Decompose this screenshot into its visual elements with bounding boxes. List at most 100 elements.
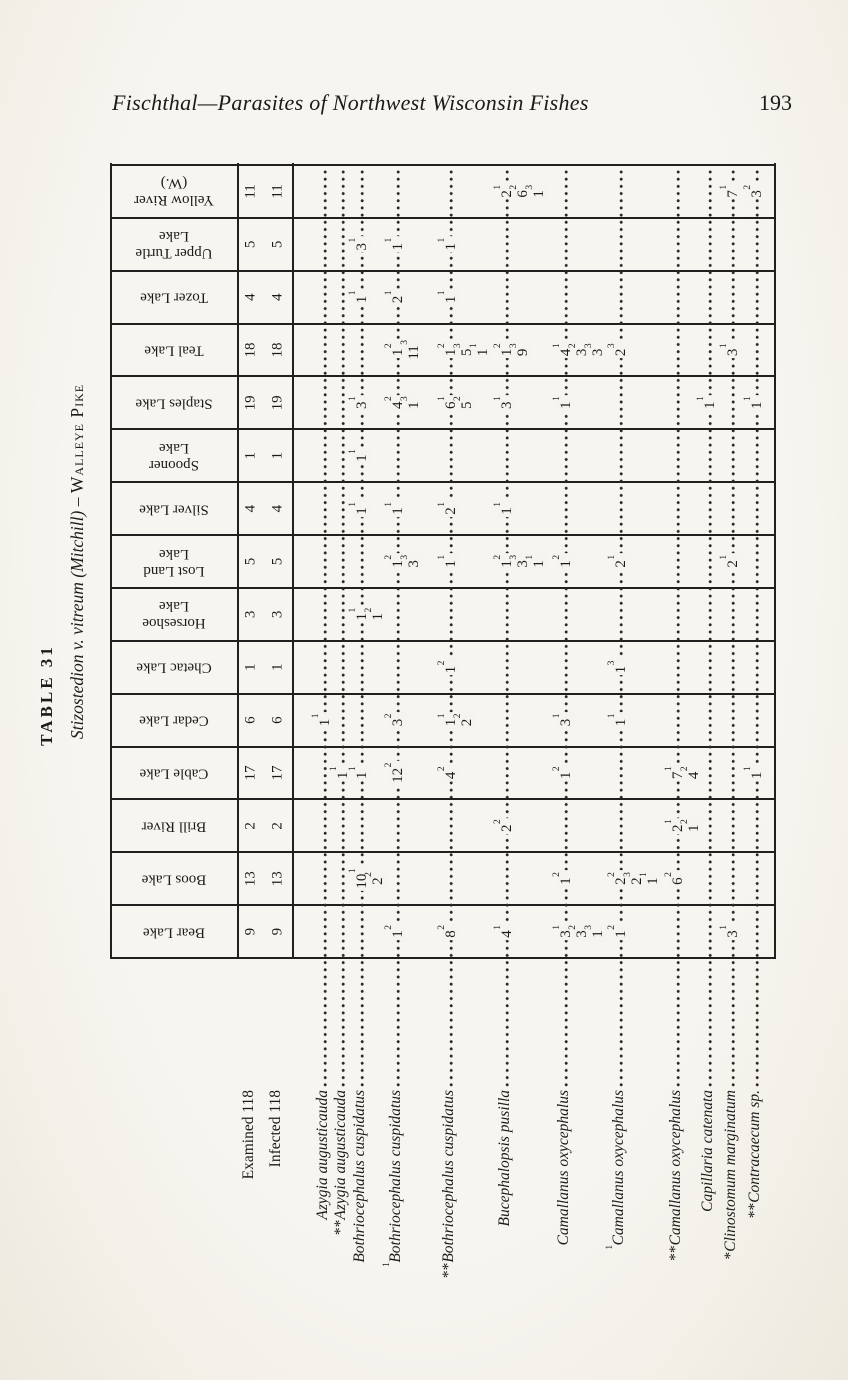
leader-dots <box>323 167 328 1087</box>
infected-count: 9 <box>269 927 286 936</box>
cell-value: 21 <box>437 500 460 517</box>
cell-value: 11 <box>311 711 334 729</box>
species-row-label: **Azygia augusticauda <box>332 1090 349 1236</box>
cell-value: 11 <box>743 394 766 412</box>
lake-name: Cedar Lake <box>139 712 209 729</box>
cell-value: 42 <box>680 764 703 782</box>
lake-name: Brill River <box>141 818 207 835</box>
lake-name: Tozer Lake <box>140 289 208 306</box>
table-title: TABLE 31 <box>37 644 56 746</box>
infected-count: 2 <box>269 822 286 830</box>
lake-header-cell: Spooner Lake <box>112 429 236 482</box>
species-row-label: **Bothriocephalus cuspidatus <box>440 1090 457 1279</box>
cell-value: 11 <box>348 447 371 464</box>
lake-header-cell: Silver Lake <box>112 482 236 535</box>
cell-value: 13 <box>607 659 630 676</box>
examined-row-label: Examined 118 <box>240 1090 257 1180</box>
species-row-label: **Camallanus oxycephalus <box>667 1090 684 1261</box>
cell-value: 33 <box>400 553 423 570</box>
lake-name: Horseshoe Lake <box>142 598 206 632</box>
lake-header-cell: Brill River <box>112 799 236 852</box>
lake-name: Bear Lake <box>142 923 206 940</box>
infected-count: 4 <box>269 504 286 513</box>
landscape-table: TABLE 31 Stizostedion v. vitreum (Mitchi… <box>35 163 795 1345</box>
cell-value: 32 <box>384 711 407 729</box>
cell-value: 22 <box>493 817 516 834</box>
examined-count: 5 <box>242 240 259 249</box>
lake-name: Cable Lake <box>139 765 209 782</box>
lake-name: Boos Lake <box>141 871 207 888</box>
cell-value: 32 <box>743 183 766 200</box>
page-number: 193 <box>759 90 792 115</box>
cell-value: 11 <box>437 289 460 306</box>
infected-count: 18 <box>269 342 286 358</box>
row-rule <box>774 163 776 958</box>
cell-value: 11 <box>384 500 407 517</box>
examined-count: 9 <box>242 927 259 936</box>
page-title: Fischthal—Parasites of Northwest Wiscons… <box>112 90 589 115</box>
running-head: Fischthal—Parasites of Northwest Wiscons… <box>112 90 792 116</box>
infected-count: 5 <box>269 557 286 566</box>
table-grid: Bear Lake 9 9 Boos Lake 13 13 Brill River 2 2 Cab… <box>110 163 790 1345</box>
lake-name: Upper Turtle Lake <box>135 228 213 262</box>
lake-header-cell: Cable Lake <box>112 747 236 800</box>
cell-value: 93 <box>509 341 532 359</box>
lake-name: Chetac Lake <box>136 659 212 676</box>
cell-value: 52 <box>453 394 476 412</box>
cell-value: 31 <box>552 711 575 729</box>
lake-name: Lost Land Lake <box>143 545 205 579</box>
examined-count: 2 <box>242 822 259 830</box>
cell-value: 11 <box>743 764 766 782</box>
cell-value: 11 <box>348 764 371 782</box>
infected-count: 17 <box>269 765 286 781</box>
cell-value: 21 <box>607 553 630 570</box>
lake-header-cell: Chetac Lake <box>112 641 236 694</box>
lake-name: Staples Lake <box>135 395 213 412</box>
cell-value: 12 <box>552 553 575 570</box>
infected-count: 3 <box>269 610 286 619</box>
row-rule <box>237 163 239 958</box>
species-row-label: 1Bothriocephalus cuspidatus <box>382 1090 405 1267</box>
cell-value: 12 <box>437 659 460 676</box>
lake-header-cell: Yellow River (W.) <box>112 165 236 218</box>
lake-name: Yellow River (W.) <box>134 175 214 209</box>
examined-count: 1 <box>242 452 259 460</box>
cell-value: 31 <box>348 394 371 412</box>
examined-count: 4 <box>242 293 259 301</box>
infected-count: 6 <box>269 716 286 724</box>
cell-value: 22 <box>364 870 387 887</box>
leader-dots <box>619 167 624 1087</box>
lake-header-cell: Upper Turtle Lake <box>112 218 236 271</box>
species-row-label: 1Camallanus oxycephalus <box>605 1090 628 1250</box>
infected-count: 5 <box>269 240 286 249</box>
species-row-label: Capillaria catenata <box>699 1090 716 1212</box>
cell-value: 11 <box>469 341 492 359</box>
cell-value: 12 <box>552 870 575 887</box>
cell-value: 31 <box>493 394 516 412</box>
infected-count: 13 <box>269 871 286 887</box>
cell-value: 22 <box>453 711 476 729</box>
leader-dots <box>341 167 346 1087</box>
infected-count: 4 <box>269 293 286 301</box>
cell-value: 13 <box>400 394 423 412</box>
examined-count: 19 <box>242 395 259 411</box>
cell-value: 21 <box>719 553 742 570</box>
cell-value: 62 <box>664 870 687 887</box>
cell-value: 11 <box>384 236 407 253</box>
cell-value: 11 <box>552 394 575 412</box>
lake-header-cell: Horseshoe Lake <box>112 588 236 641</box>
cell-value: 122 <box>384 761 407 785</box>
lake-header-cell: Bear Lake <box>112 905 236 958</box>
examined-count: 6 <box>242 716 259 724</box>
leader-dots <box>676 167 681 1087</box>
row-rule <box>292 163 294 958</box>
cell-value: 12 <box>364 606 387 623</box>
cell-value: 11 <box>348 500 371 517</box>
lake-header-cell: Teal Lake <box>112 324 236 377</box>
species-row-label: Camallanus oxycephalus <box>555 1090 572 1246</box>
cell-value: 11 <box>437 553 460 570</box>
infected-count: 1 <box>269 452 286 460</box>
cell-value: 33 <box>584 341 607 359</box>
species-row-label: Bothriocephalus cuspidatus <box>351 1090 368 1263</box>
